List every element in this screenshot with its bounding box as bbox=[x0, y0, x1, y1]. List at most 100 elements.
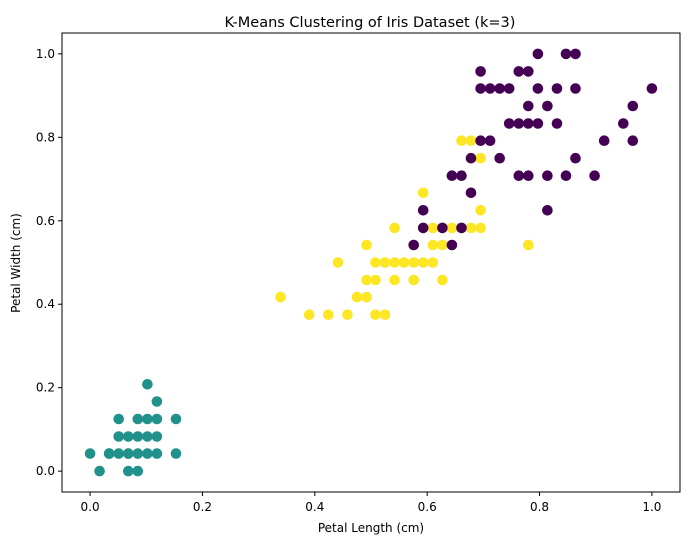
scatter-point-c2-32 bbox=[542, 170, 553, 181]
scatter-point-c1-31 bbox=[475, 222, 486, 234]
plot-frame bbox=[61, 32, 681, 493]
scatter-point-c2-3 bbox=[446, 239, 458, 251]
y-axis-ticks: 0.0 0.2 0.4 0.6 0.8 1.0 bbox=[36, 47, 62, 478]
scatter-point-c2-38 bbox=[570, 152, 581, 164]
scatter-point-c2-13 bbox=[475, 83, 486, 94]
scatter-point-c2-33 bbox=[542, 205, 553, 216]
scatter-point-c2-14 bbox=[475, 66, 486, 77]
scatter-point-c0-5 bbox=[132, 448, 144, 459]
scatter-point-c1-7 bbox=[351, 291, 363, 303]
scatter-point-c1-15 bbox=[370, 257, 381, 268]
scatter-point-c2-16 bbox=[494, 83, 506, 94]
scatter-point-c0-6 bbox=[142, 448, 153, 459]
scatter-point-c2-29 bbox=[542, 100, 553, 112]
scatter-point-c1-30 bbox=[465, 222, 477, 234]
scatter-point-c2-12 bbox=[494, 152, 506, 164]
scatter-point-c2-15 bbox=[484, 83, 496, 94]
scatter-point-c2-28 bbox=[532, 48, 544, 60]
y-tick-label: 0.4 bbox=[36, 297, 55, 311]
scatter-point-c1-3 bbox=[342, 309, 353, 321]
y-tick-label: 0.0 bbox=[36, 464, 55, 478]
scatter-point-c1-18 bbox=[398, 257, 410, 268]
scatter-point-c1-26 bbox=[427, 239, 439, 251]
scatter-point-c2-34 bbox=[560, 170, 572, 181]
scatter-point-c0-21 bbox=[151, 396, 163, 407]
scatter-point-c2-4 bbox=[408, 239, 420, 251]
scatter-point-c1-36 bbox=[475, 152, 486, 164]
scatter-point-c2-25 bbox=[523, 66, 534, 77]
scatter-point-c2-39 bbox=[589, 170, 600, 181]
x-tick-label: 0.8 bbox=[530, 500, 549, 514]
x-tick-label: 0.4 bbox=[305, 500, 324, 514]
scatter-point-c2-7 bbox=[456, 170, 467, 181]
scatter-point-c2-37 bbox=[570, 83, 581, 94]
scatter-point-c2-36 bbox=[570, 48, 581, 60]
scatter-point-c1-32 bbox=[417, 187, 429, 199]
scatter-point-c0-23 bbox=[123, 448, 134, 459]
x-axis-ticks: 0.0 0.2 0.4 0.6 0.8 1.0 bbox=[81, 492, 661, 514]
scatter-point-c1-0 bbox=[275, 291, 286, 303]
scatter-point-c2-41 bbox=[618, 118, 629, 129]
y-tick-label: 1.0 bbox=[36, 47, 55, 61]
scatter-point-c0-12 bbox=[151, 431, 163, 442]
scatter-point-c2-42 bbox=[627, 100, 639, 112]
scatter-point-c2-1 bbox=[417, 222, 429, 234]
scatter-point-c2-44 bbox=[646, 83, 658, 94]
y-tick-label: 0.8 bbox=[36, 130, 55, 144]
scatter-point-c1-20 bbox=[417, 257, 429, 268]
chart-title: K-Means Clustering of Iris Dataset (k=3) bbox=[225, 15, 516, 31]
x-tick-label: 0.6 bbox=[418, 500, 437, 514]
x-axis-label: Petal Length (cm) bbox=[318, 521, 424, 535]
scatter-point-c0-11 bbox=[132, 431, 144, 442]
scatter-point-c0-18 bbox=[123, 465, 134, 477]
scatter-point-c2-31 bbox=[551, 118, 563, 129]
scatter-point-c1-27 bbox=[437, 239, 448, 251]
scatter-point-c2-10 bbox=[475, 135, 486, 146]
scatter-point-c2-2 bbox=[437, 222, 448, 234]
scatter-point-c2-23 bbox=[523, 170, 534, 181]
scatter-point-c0-16 bbox=[142, 413, 153, 425]
scatter-point-c1-14 bbox=[361, 239, 372, 251]
scatter-point-c2-43 bbox=[627, 135, 639, 146]
scatter-point-c1-6 bbox=[332, 257, 344, 268]
scatter-point-c2-20 bbox=[523, 118, 534, 129]
scatter-point-c2-19 bbox=[513, 118, 525, 129]
scatter-point-c2-8 bbox=[465, 187, 477, 199]
scatter-point-c2-21 bbox=[532, 118, 544, 129]
scatter-point-c2-26 bbox=[523, 100, 534, 112]
scatter-point-c2-18 bbox=[503, 118, 515, 129]
points-layer bbox=[84, 48, 658, 477]
scatter-point-c1-19 bbox=[408, 257, 420, 268]
scatter-point-c1-5 bbox=[379, 309, 391, 321]
scatter-point-c1-11 bbox=[389, 274, 400, 286]
scatter-point-c0-15 bbox=[132, 413, 144, 425]
scatter-point-c2-0 bbox=[417, 205, 429, 216]
y-tick-label: 0.2 bbox=[36, 381, 55, 395]
scatter-point-c1-16 bbox=[379, 257, 391, 268]
scatter-point-c1-2 bbox=[323, 309, 334, 321]
scatter-point-c2-22 bbox=[513, 170, 525, 181]
scatter-point-c1-22 bbox=[389, 222, 400, 234]
scatter-point-c0-20 bbox=[142, 379, 153, 390]
scatter-point-c2-40 bbox=[598, 135, 610, 146]
scatter-point-c0-24 bbox=[142, 431, 153, 442]
scatter-point-c2-27 bbox=[532, 83, 544, 94]
scatter-point-c1-33 bbox=[475, 205, 486, 216]
scatter-point-c2-30 bbox=[551, 83, 563, 94]
scatter-point-c1-17 bbox=[389, 257, 400, 268]
scatter-point-c2-17 bbox=[503, 83, 515, 94]
scatter-point-c1-13 bbox=[437, 274, 448, 286]
scatter-point-c2-9 bbox=[465, 152, 477, 164]
scatter-point-c0-7 bbox=[151, 448, 163, 459]
scatter-point-c1-10 bbox=[370, 274, 381, 286]
scatter-point-c2-11 bbox=[484, 135, 496, 146]
scatter-point-c0-13 bbox=[170, 413, 182, 425]
scatter-point-c2-5 bbox=[456, 222, 467, 234]
scatter-point-c1-35 bbox=[465, 135, 477, 146]
scatter-point-c1-28 bbox=[446, 222, 458, 234]
x-tick-label: 0.2 bbox=[193, 500, 212, 514]
scatter-point-c0-9 bbox=[113, 431, 124, 442]
scatter-point-c0-3 bbox=[113, 448, 124, 459]
scatter-point-c1-4 bbox=[370, 309, 381, 321]
